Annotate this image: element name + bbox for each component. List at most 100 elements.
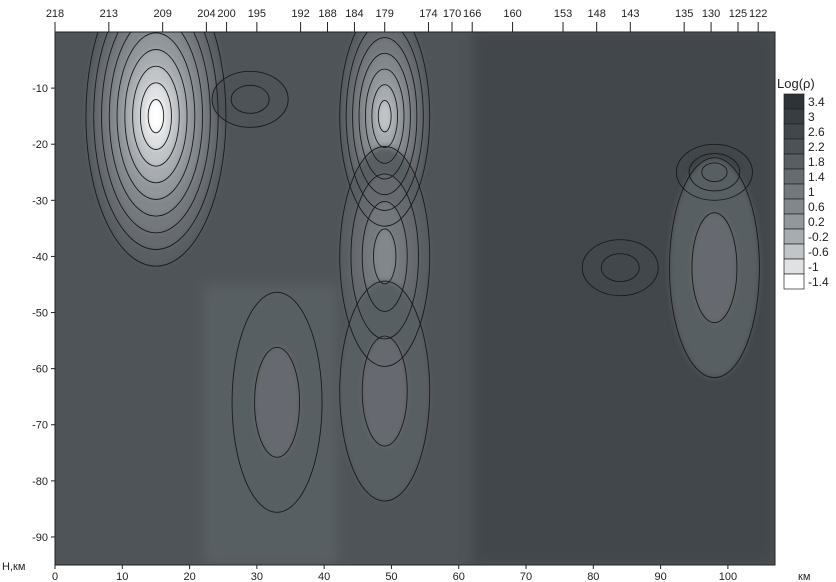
top-tick-label: 143 xyxy=(621,8,639,20)
legend-label: 1 xyxy=(808,185,815,199)
contour-line xyxy=(101,32,211,234)
anomaly xyxy=(339,281,430,502)
top-tick-label: 135 xyxy=(675,8,693,20)
y-tick-label: -10 xyxy=(32,83,48,95)
contour-line xyxy=(147,99,165,134)
top-tick-label: 188 xyxy=(318,8,336,20)
legend-swatch xyxy=(783,153,805,170)
x-tick-label: 40 xyxy=(318,571,330,582)
contour-line xyxy=(339,32,431,227)
anomaly-band xyxy=(231,85,270,114)
x-axis-label: км xyxy=(798,571,810,582)
x-tick-label: 30 xyxy=(251,571,263,582)
legend-swatch xyxy=(783,228,805,245)
top-tick-label: 200 xyxy=(217,8,235,20)
contour-line xyxy=(339,145,431,367)
legend: Log(ρ) 3.432.62.21.81.410.60.2-0.2-0.6-1… xyxy=(777,76,829,290)
legend-label: 3.4 xyxy=(808,95,825,109)
top-tick-label: 204 xyxy=(197,8,215,20)
x-tick-label: 10 xyxy=(116,571,128,582)
legend-swatch xyxy=(783,183,805,200)
contour-line xyxy=(691,212,738,324)
legend-label: 2.6 xyxy=(808,125,825,139)
contour-line xyxy=(364,68,405,164)
contour-line xyxy=(124,49,188,184)
anomaly xyxy=(232,292,323,513)
legend-label: 1.8 xyxy=(808,155,825,169)
anomaly-band xyxy=(362,336,408,447)
contour-line xyxy=(230,84,270,114)
y-axis: -10 -20 -30 -40 -50 -60 -70 -80 -90 xyxy=(32,83,55,544)
y-tick-label: -80 xyxy=(32,476,48,488)
legend-label: -1 xyxy=(808,260,819,274)
legend-swatch xyxy=(783,138,805,155)
contour-line xyxy=(373,228,397,285)
legend-swatch xyxy=(783,168,805,185)
contour-line xyxy=(361,200,408,312)
contour-line xyxy=(108,32,204,217)
anomaly-band xyxy=(254,347,300,458)
contour-line xyxy=(231,291,323,513)
contour-lines xyxy=(85,32,760,513)
legend-label: 3 xyxy=(808,110,815,124)
contour-line xyxy=(211,70,289,128)
y-tick-label: -20 xyxy=(32,139,48,151)
legend-label: -0.6 xyxy=(808,245,829,259)
legend-swatch xyxy=(783,198,805,215)
top-tick-label: 174 xyxy=(419,8,437,20)
contour-line xyxy=(132,65,180,167)
legend-label: 2.2 xyxy=(808,140,825,154)
x-tick-label: 0 xyxy=(52,571,58,582)
x-tick-label: 70 xyxy=(520,571,532,582)
contour-line xyxy=(339,280,431,502)
contour-line xyxy=(581,239,659,297)
y-tick-label: -40 xyxy=(32,251,48,263)
top-tick-label: 125 xyxy=(729,8,747,20)
contour-line xyxy=(350,173,419,340)
anomaly-band xyxy=(378,100,392,132)
y-axis-label: H,км xyxy=(2,561,25,573)
top-tick-label: 213 xyxy=(100,8,118,20)
top-tick-label: 195 xyxy=(248,8,266,20)
legend-label: 0.6 xyxy=(808,200,825,214)
contour-line xyxy=(600,253,640,283)
legend-swatch xyxy=(783,123,805,140)
x-axis: 0 10 20 30 40 50 60 70 80 90 100 xyxy=(52,565,737,582)
anomaly-band xyxy=(373,228,396,284)
contour-line xyxy=(668,157,760,379)
x-tick-label: 90 xyxy=(654,571,666,582)
contour-line xyxy=(352,37,418,196)
y-tick-label: -50 xyxy=(32,308,48,320)
contour-line xyxy=(701,162,728,183)
x-tick-label: 80 xyxy=(587,571,599,582)
legend-swatch xyxy=(783,243,805,260)
top-tick-label: 192 xyxy=(291,8,309,20)
contour-line xyxy=(116,32,196,200)
legend-swatch xyxy=(783,273,805,290)
anomaly-band xyxy=(601,253,640,282)
legend-label: -1.4 xyxy=(808,275,829,289)
contour-line xyxy=(85,32,227,267)
top-tick-label: 218 xyxy=(46,8,64,20)
legend-swatch xyxy=(783,213,805,230)
top-tick-label: 148 xyxy=(588,8,606,20)
contour-line xyxy=(377,99,392,133)
anomaly xyxy=(212,71,289,128)
top-tick-label: 160 xyxy=(503,8,521,20)
anomaly-band xyxy=(691,212,737,323)
top-axis: 218 213 209 204 200 195 192 188 184 179 174 170 166 1… xyxy=(46,8,775,33)
contour-line xyxy=(358,52,411,180)
legend-swatch xyxy=(783,93,805,110)
contour-line xyxy=(345,32,424,211)
contour-line xyxy=(371,84,399,149)
top-tick-label: 153 xyxy=(554,8,572,20)
contour-line xyxy=(675,143,753,201)
x-tick-label: 60 xyxy=(453,571,465,582)
legend-label: 0.2 xyxy=(808,215,825,229)
y-tick-label: -60 xyxy=(32,364,48,376)
contour-line xyxy=(688,153,741,192)
contour-line xyxy=(254,346,301,458)
x-tick-label: 50 xyxy=(385,571,397,582)
top-tick-label: 166 xyxy=(463,8,481,20)
